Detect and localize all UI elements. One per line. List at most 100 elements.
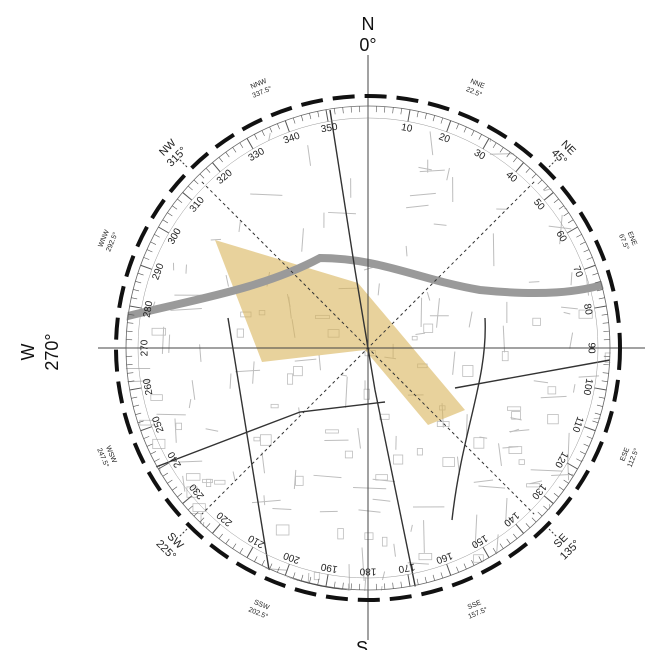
- scale-tick: [532, 174, 536, 178]
- scale-tick: [135, 281, 141, 283]
- scale-tick: [433, 115, 435, 121]
- scale-label: 180: [359, 565, 376, 576]
- street-segment: [561, 307, 578, 309]
- scale-tick: [584, 265, 595, 269]
- scale-tick: [247, 547, 253, 557]
- scale-tick: [240, 143, 243, 148]
- scale-tick: [538, 512, 542, 516]
- street-segment: [204, 129, 206, 141]
- scale-tick: [544, 496, 553, 504]
- scale-tick: [500, 544, 503, 549]
- scale-tick: [408, 575, 410, 587]
- scale-tick: [584, 427, 595, 431]
- scale-tick: [194, 512, 198, 516]
- building-block: [296, 476, 304, 485]
- scale-label: 90: [585, 342, 596, 354]
- scale-tick: [595, 388, 607, 390]
- scale-tick: [147, 250, 152, 252]
- building-block: [471, 586, 480, 589]
- street-segment: [123, 262, 124, 278]
- street-segment: [307, 573, 309, 601]
- scale-label: 250: [150, 414, 166, 434]
- scale-tick: [564, 480, 569, 483]
- scale-label: 20: [437, 132, 452, 146]
- scale-tick: [226, 152, 230, 157]
- street-segment: [239, 221, 240, 232]
- scale-tick: [318, 111, 319, 117]
- street-segment: [534, 381, 548, 383]
- street-segment: [612, 102, 630, 104]
- building-block: [254, 437, 260, 441]
- building-block: [463, 365, 473, 376]
- scale-label: 230: [187, 481, 206, 501]
- scale-label: 260: [142, 377, 156, 396]
- street-segment: [420, 170, 445, 172]
- scale-tick: [144, 436, 150, 438]
- street-segment: [410, 193, 436, 195]
- scale-tick: [343, 583, 344, 589]
- scale-tick: [334, 582, 335, 588]
- scale-tick: [262, 560, 265, 565]
- scale-tick: [172, 206, 177, 210]
- scale-label: 100: [581, 378, 595, 397]
- scale-tick: [483, 138, 489, 148]
- building-block: [382, 537, 387, 546]
- scale-tick: [277, 124, 279, 130]
- scale-tick: [270, 564, 272, 569]
- scale-tick: [301, 115, 303, 121]
- building-block: [193, 504, 205, 512]
- scale-tick: [133, 289, 139, 290]
- street-segment: [235, 370, 260, 372]
- building-block: [189, 553, 202, 558]
- scale-tick: [219, 534, 223, 539]
- building-block: [345, 451, 352, 458]
- street-segment: [184, 555, 187, 576]
- scale-tick: [603, 373, 609, 374]
- building-block: [260, 435, 271, 446]
- street-segment: [471, 111, 490, 114]
- scale-label: 200: [282, 549, 302, 565]
- building-block: [186, 474, 200, 481]
- building-block: [237, 329, 243, 337]
- street-segment: [175, 418, 176, 442]
- street-segment: [308, 145, 311, 166]
- street-segment: [108, 344, 110, 363]
- scale-tick: [567, 227, 577, 233]
- scale-tick: [464, 127, 466, 132]
- street-segment: [183, 476, 185, 492]
- street-segment: [618, 195, 619, 219]
- scale-tick: [516, 163, 524, 172]
- scale-tick: [233, 147, 236, 152]
- scale-tick: [343, 107, 344, 113]
- scale-tick: [513, 534, 517, 539]
- scale-tick: [326, 575, 328, 587]
- scale-tick: [163, 473, 168, 476]
- street-segment: [424, 520, 425, 553]
- scale-tick: [130, 388, 142, 390]
- building-block: [326, 430, 339, 433]
- scale-tick: [150, 451, 155, 454]
- scale-tick: [580, 451, 585, 454]
- scale-tick: [584, 250, 589, 252]
- scale-label: 320: [215, 167, 235, 186]
- street-segment: [378, 283, 379, 295]
- scale-tick: [177, 493, 182, 497]
- street-segment: [502, 112, 518, 114]
- scale-tick: [493, 143, 496, 148]
- street-segment: [302, 228, 304, 251]
- street-segment: [453, 352, 455, 375]
- street-segment: [589, 184, 600, 186]
- scale-tick: [188, 186, 192, 190]
- scale-tick: [141, 427, 152, 431]
- scale-label: 190: [320, 561, 339, 575]
- scale-tick: [441, 572, 443, 578]
- street-segment: [594, 115, 623, 117]
- scale-tick: [293, 572, 295, 578]
- street-segment: [226, 275, 228, 286]
- building-block: [579, 582, 587, 587]
- street-segment: [295, 359, 317, 361]
